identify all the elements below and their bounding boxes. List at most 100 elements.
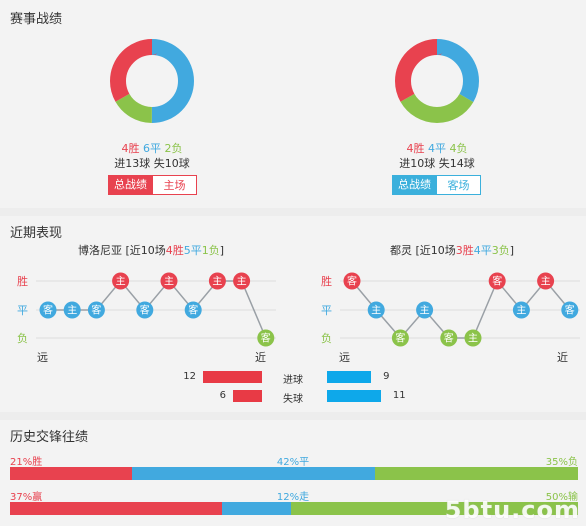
- goals-right: 进10球 失14球: [347, 156, 527, 171]
- h2h-result-bar: [10, 467, 578, 480]
- right-ylabel-loss: 负: [321, 332, 332, 345]
- right-match-point: [488, 272, 506, 290]
- right-match-venue: 主: [541, 276, 551, 288]
- right-total-record-button[interactable]: 总战绩: [392, 175, 437, 195]
- left-recent-draws: 5平: [183, 244, 202, 257]
- right-xlabel-near: 近: [557, 351, 568, 364]
- left-match-venue: 主: [237, 276, 247, 288]
- section-title-recent: 近期表现: [10, 226, 63, 241]
- right-donut-wins: [395, 39, 479, 123]
- right-team-name: 都灵: [390, 244, 412, 257]
- right-draws: 4平: [428, 142, 446, 155]
- right-away-button[interactable]: 客场: [436, 175, 481, 195]
- h2h-cover-segment-draw: [222, 502, 292, 515]
- left-goals-for: 进13球: [114, 157, 151, 170]
- right-match-point: [367, 301, 385, 319]
- h2h-cover-bar: [10, 502, 578, 515]
- right-match-point: [464, 329, 482, 347]
- h2h-loss-text: 35%负: [545, 457, 578, 468]
- left-ylabel-loss: 负: [17, 332, 28, 345]
- right-match-venue: 客: [347, 275, 357, 288]
- left-team-name: 博洛尼亚: [78, 244, 122, 257]
- right-summary-suffix: ]: [509, 244, 515, 257]
- right-recent-losses: 3负: [491, 244, 510, 257]
- h2h-cover-segment-loss: [291, 502, 578, 515]
- left-match-point: [39, 301, 57, 319]
- left-match-venue: 主: [164, 276, 174, 288]
- left-match-point: [63, 301, 81, 319]
- donut-right: [395, 39, 479, 123]
- left-match-point: [87, 301, 105, 319]
- right-match-point: [343, 272, 361, 290]
- left-summary-suffix: ]: [219, 244, 225, 257]
- h2h-win-text: 21%胜: [10, 457, 43, 468]
- right-against-bar: [327, 390, 381, 402]
- right-match-point: [512, 301, 530, 319]
- left-goals-value: 12: [183, 371, 196, 382]
- left-losses: 2负: [164, 142, 183, 155]
- right-recent-wins: 3胜: [455, 244, 474, 257]
- left-match-venue: 客: [91, 304, 101, 317]
- donut-left: [110, 39, 194, 123]
- left-against-value: 6: [219, 390, 226, 401]
- right-match-venue: 客: [444, 332, 454, 345]
- left-match-venue: 客: [140, 304, 150, 317]
- left-wins: 4胜: [121, 142, 140, 155]
- right-match-venue: 主: [371, 305, 381, 317]
- left-recent-losses: 1负: [201, 244, 220, 257]
- left-ylabel-draw: 平: [17, 304, 28, 317]
- right-match-venue: 主: [468, 333, 478, 345]
- left-match-point: [208, 272, 226, 290]
- left-match-point: [233, 272, 251, 290]
- left-match-point: [184, 301, 202, 319]
- right-against-value: 11: [392, 390, 406, 401]
- right-goals-for: 进10球: [399, 157, 436, 170]
- h2h-segment-win: [10, 467, 132, 480]
- h2h-segment-draw: [131, 467, 376, 480]
- left-recent-wins: 4胜: [165, 244, 184, 257]
- right-ylabel-win: 胜: [321, 275, 332, 288]
- right-wins: 4胜: [406, 142, 425, 155]
- right-form-line: [351, 279, 571, 340]
- left-match-point: [136, 301, 154, 319]
- left-form-chart: 客主客主客主客主 主客: [36, 272, 276, 347]
- left-draws: 6平: [143, 142, 161, 155]
- right-goals-value: 9: [383, 371, 390, 382]
- right-match-venue: 客: [492, 275, 502, 288]
- right-match-point: [440, 329, 458, 347]
- h2h-cover-loss-text: 50%输: [545, 492, 578, 503]
- left-home-button[interactable]: 主场: [152, 175, 197, 195]
- left-match-venue: 客: [261, 332, 271, 345]
- left-against-bar: [232, 390, 262, 402]
- right-goals-against: 失14球: [438, 157, 475, 170]
- right-match-point: [391, 329, 409, 347]
- against-label: 失球: [283, 394, 303, 405]
- section-title-record: 赛事战绩: [10, 12, 63, 27]
- left-xlabel-near: 近: [255, 351, 266, 364]
- left-match-point: [160, 272, 178, 290]
- right-match-venue: 主: [420, 305, 430, 317]
- recent-form-panel: 近期表现 博洛尼亚 [近10场 4胜5平1负] 都灵 [近10场3胜4平3负] 胜…: [0, 216, 586, 412]
- left-match-venue: 主: [116, 276, 126, 288]
- left-match-point: [112, 272, 130, 290]
- left-match-venue: 主: [212, 276, 222, 288]
- left-goals-bar: [203, 371, 262, 383]
- h2h-cover-draw-text: 12%走: [276, 492, 310, 503]
- h2h-draw-text: 42%平: [276, 457, 310, 468]
- left-ylabel-win: 胜: [17, 275, 28, 288]
- right-team-summary: 都灵 [近10场3胜4平3负]: [390, 242, 514, 258]
- left-donut-wins: [110, 39, 194, 123]
- goals-label: 进球: [283, 375, 303, 386]
- goals-left: 进13球 失10球: [62, 156, 242, 171]
- right-match-point: [537, 272, 555, 290]
- record-left: 4胜 6平 2负: [62, 141, 242, 156]
- right-match-venue: 客: [395, 332, 405, 345]
- h2h-segment-loss: [375, 467, 578, 480]
- record-panel: 赛事战绩 4胜 6平 2负 进13球 失10球 总战绩 主场 4胜 4平 4负 …: [0, 0, 586, 208]
- left-total-record-button[interactable]: 总战绩: [108, 175, 153, 195]
- right-ylabel-draw: 平: [321, 304, 332, 317]
- right-recent-draws: 4平: [473, 244, 492, 257]
- left-match-venue: 主: [67, 305, 77, 317]
- right-summary-prefix: [近10场: [412, 244, 456, 257]
- left-match-venue: 客: [43, 304, 53, 317]
